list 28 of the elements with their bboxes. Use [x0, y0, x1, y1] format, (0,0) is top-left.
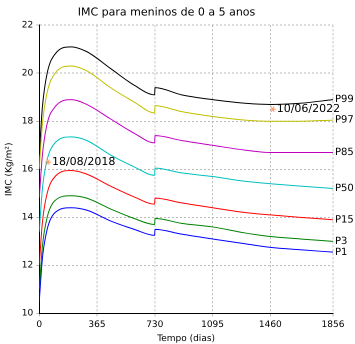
x-tick-label: 1856: [322, 320, 345, 330]
y-tick-label: 12: [22, 260, 34, 271]
series-label: P97: [335, 114, 354, 126]
x-tick-label: 1095: [201, 320, 224, 330]
x-tick-label: 730: [146, 320, 164, 330]
series-label: P50: [335, 183, 354, 194]
x-tick-label: 1460: [258, 320, 282, 330]
series-label: P15: [335, 214, 354, 226]
y-axis-title: IMC (Kg/m²): [4, 142, 15, 196]
x-axis-title: Tempo (dias): [156, 334, 216, 344]
x-tick-label: 0: [36, 320, 42, 330]
y-tick-label: 22: [22, 20, 34, 31]
chart-title: IMC para meninos de 0 a 5 anos: [78, 5, 256, 18]
x-tick-label: 365: [88, 320, 106, 330]
line-series: [39, 170, 333, 266]
line-series: [39, 136, 333, 232]
line-series: [39, 195, 333, 290]
series-label: P3: [335, 236, 348, 247]
y-tick-label: 14: [22, 212, 34, 223]
annotation: 10/06/2022: [276, 102, 340, 116]
y-tick-label: 20: [22, 68, 34, 79]
y-tick-label: 18: [22, 116, 34, 127]
annotation: 18/08/2018: [52, 154, 116, 168]
y-tick-label: 16: [22, 164, 34, 175]
series-label: P1: [335, 246, 348, 258]
y-tick-label: 10: [22, 308, 34, 319]
series-label: P85: [335, 147, 354, 158]
line-series: [39, 207, 333, 302]
